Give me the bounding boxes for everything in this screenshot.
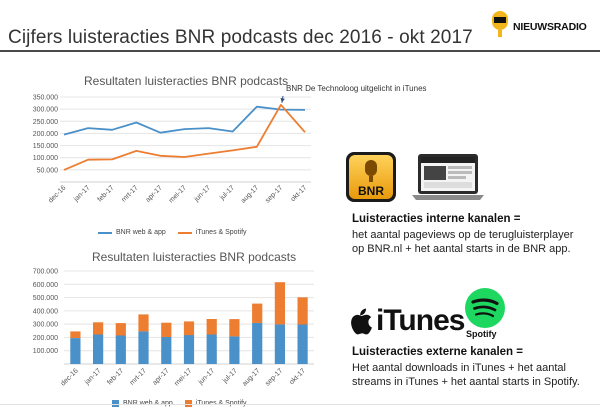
bar-segment-itunes-spotify bbox=[206, 319, 217, 335]
bar-chart-x-tick-label: aug-17 bbox=[241, 367, 261, 387]
bnr-app-icon-label: BNR bbox=[358, 184, 384, 198]
line-chart-x-tick-label: apr-17 bbox=[145, 184, 164, 203]
bar-segment-itunes-spotify bbox=[70, 331, 81, 338]
bar-chart-y-tick-label: 700.000 bbox=[33, 269, 58, 276]
line-chart-y-tick-label: 300.000 bbox=[33, 107, 58, 114]
slide-title: Cijfers luisteracties BNR podcasts dec 2… bbox=[8, 27, 473, 48]
line-chart-y-tick-label: 200.000 bbox=[33, 131, 58, 138]
internal-channels-heading: Luisteracties interne kanalen = bbox=[352, 213, 521, 225]
bar-chart-x-tick-label: okt-17 bbox=[288, 367, 307, 386]
line-chart-y-tick-label: 150.000 bbox=[33, 143, 58, 150]
line-chart-x-tick-label: jun-17 bbox=[193, 184, 212, 203]
line-chart-x-tick-label: aug-17 bbox=[240, 184, 260, 204]
bar-segment-bnr-web-app bbox=[297, 324, 308, 364]
legend-label-web: BNR web & app bbox=[116, 229, 166, 236]
legend-swatch-itunes bbox=[177, 231, 192, 234]
bar-segment-itunes-spotify bbox=[93, 322, 104, 335]
bar-segment-itunes-spotify bbox=[229, 319, 240, 337]
bar-segment-bnr-web-app bbox=[183, 335, 195, 364]
line-chart: 50.000 100.000 150.000 200.000 250.000 300.00… bbox=[33, 95, 311, 205]
bar-chart-y-tick-label: 100.000 bbox=[33, 348, 58, 355]
bar-chart-x-tick-label: mei-17 bbox=[173, 367, 193, 387]
bar-chart-y-tick-label: 400.000 bbox=[33, 308, 58, 315]
bar-segment-bnr-web-app bbox=[161, 337, 172, 364]
line-chart-y-tick-label: 350.000 bbox=[33, 95, 58, 102]
annotation-arrow-head bbox=[280, 98, 285, 103]
bar-segment-itunes-spotify bbox=[138, 314, 149, 332]
bar-chart-y-tick-label: 200.000 bbox=[33, 335, 58, 342]
bar-legend-item-itunes: iTunes & Spotify bbox=[184, 400, 247, 407]
line-chart-title: Resultaten luisteracties BNR podcasts bbox=[84, 74, 289, 88]
line-chart-x-tick-label: mei-17 bbox=[168, 184, 188, 204]
bar-legend-label-itunes: iTunes & Spotify bbox=[196, 400, 247, 407]
microphone-icon bbox=[492, 11, 508, 37]
bar-segment-itunes-spotify bbox=[183, 321, 195, 336]
bar-chart-title: Resultaten luisteracties BNR podcasts bbox=[92, 250, 297, 264]
bar-segment-bnr-web-app bbox=[70, 338, 81, 364]
bar-chart-x-tick-label: sep-17 bbox=[264, 367, 284, 387]
laptop-icon bbox=[412, 154, 484, 200]
external-channels-text: Het aantal downloads in iTunes + het aan… bbox=[352, 362, 580, 388]
logo-wordmark: NIEUWSRADIO bbox=[513, 21, 587, 33]
title-divider bbox=[0, 50, 600, 52]
bar-segment-bnr-web-app bbox=[206, 334, 217, 364]
line-chart-x-tick-label: mrt-17 bbox=[120, 184, 139, 203]
bar-chart-x-tick-label: jul-17 bbox=[221, 367, 239, 385]
line-chart-y-tick-label: 250.000 bbox=[33, 119, 58, 126]
bar-segment-bnr-web-app bbox=[252, 322, 263, 364]
internal-channels-text: het aantal pageviews op de terugluisterp… bbox=[352, 229, 574, 255]
line-chart-annotation: BNR De Technoloog uitgelicht in iTunes bbox=[286, 84, 427, 93]
bar-chart-x-tick-label: dec-16 bbox=[60, 367, 80, 387]
legend-item-itunes: iTunes & Spotify bbox=[177, 229, 247, 236]
spotify-wordmark: Spotify bbox=[466, 329, 497, 339]
line-chart-legend: BNR web & app iTunes & Spotify bbox=[98, 229, 247, 236]
legend-label-itunes: iTunes & Spotify bbox=[195, 229, 247, 236]
line-chart-y-tick-label: 50.000 bbox=[37, 167, 59, 174]
bottom-divider bbox=[0, 404, 600, 405]
line-chart-x-tick-label: dec-16 bbox=[47, 184, 67, 204]
bar-legend-item-web: BNR web & app bbox=[112, 400, 173, 407]
bar-segment-itunes-spotify bbox=[297, 297, 308, 325]
itunes-wordmark: iTunes bbox=[376, 304, 465, 337]
bar-segment-itunes-spotify bbox=[161, 322, 172, 337]
line-chart-x-tick-label: sep-17 bbox=[264, 184, 284, 204]
bar-segment-itunes-spotify bbox=[115, 323, 126, 336]
line-chart-x-tick-label: jul-17 bbox=[218, 184, 236, 202]
bar-segment-bnr-web-app bbox=[93, 334, 104, 364]
bar-segment-bnr-web-app bbox=[229, 336, 240, 364]
spotify-icon bbox=[465, 288, 505, 328]
bar-chart-y-tick-label: 600.000 bbox=[33, 282, 58, 289]
bar-chart-y-tick-label: 300.000 bbox=[33, 322, 58, 329]
bar-chart-x-tick-label: feb-17 bbox=[106, 367, 125, 386]
bar-segment-bnr-web-app bbox=[115, 335, 126, 364]
line-series-itunes-spotify bbox=[63, 103, 306, 171]
bar-legend-label-web: BNR web & app bbox=[123, 400, 173, 407]
bar-segment-itunes-spotify bbox=[252, 303, 263, 323]
line-chart-x-tick-label: jan-17 bbox=[72, 184, 91, 203]
line-chart-x-tick-label: feb-17 bbox=[97, 184, 116, 203]
bar-segment-bnr-web-app bbox=[274, 324, 285, 364]
bar-chart-y-tick-label: 500.000 bbox=[33, 295, 58, 302]
bar-chart-legend: BNR web & app iTunes & Spotify bbox=[112, 400, 247, 407]
apple-icon bbox=[351, 308, 372, 335]
line-chart-x-tick-label: okt-17 bbox=[290, 184, 309, 203]
bar-segment-bnr-web-app bbox=[138, 331, 149, 364]
legend-item-web: BNR web & app bbox=[98, 229, 166, 236]
bar-legend-swatch-itunes bbox=[184, 400, 192, 407]
bar-segment-itunes-spotify bbox=[274, 282, 285, 325]
bar-chart-x-tick-label: mrt-17 bbox=[129, 367, 148, 386]
line-chart-y-tick-label: 100.000 bbox=[33, 155, 58, 162]
line-series-bnr-web-app bbox=[63, 105, 306, 136]
bnr-logo: NIEUWSRADIO bbox=[489, 10, 595, 40]
stacked-bar-chart: 100.000 200.000 300.000 400.000 500.000 600.0… bbox=[33, 269, 314, 388]
bnr-app-icon: BNR bbox=[346, 152, 396, 202]
bar-legend-swatch-web bbox=[112, 400, 119, 407]
bar-chart-x-tick-label: apr-17 bbox=[151, 367, 170, 386]
legend-swatch-web bbox=[98, 231, 112, 234]
bar-chart-x-tick-label: jun-17 bbox=[197, 367, 216, 386]
bar-chart-x-tick-label: jan-17 bbox=[83, 367, 102, 386]
external-channels-heading: Luisteracties externe kanalen = bbox=[352, 346, 523, 358]
